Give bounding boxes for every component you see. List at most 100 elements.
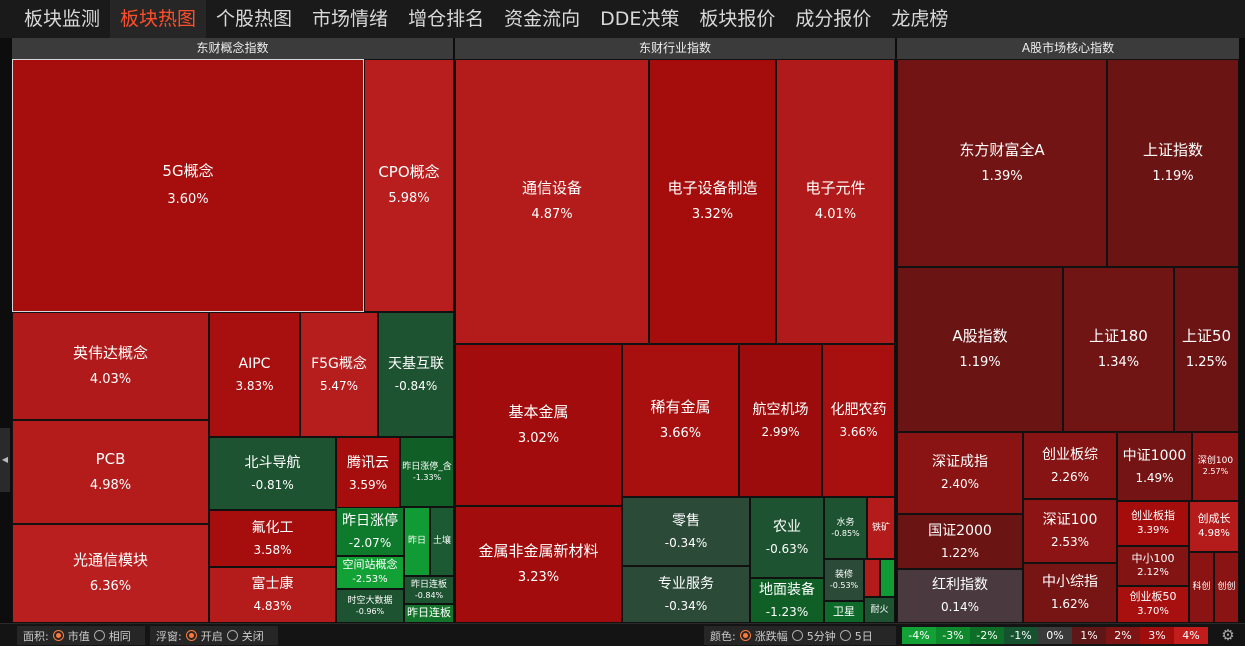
heatmap-tile[interactable]: [864, 559, 880, 597]
tab-position-ranking[interactable]: 增仓排名: [408, 8, 485, 30]
color-change-label[interactable]: 涨跌幅: [754, 629, 788, 643]
heatmap-tile[interactable]: [880, 559, 895, 597]
heatmap-tile[interactable]: 时空大数据 -0.96%: [336, 589, 404, 623]
heatmap-tile[interactable]: 国证2000 1.22%: [897, 514, 1023, 569]
area-equal-label[interactable]: 相同: [108, 629, 131, 643]
float-on-label[interactable]: 开启: [200, 629, 223, 643]
tile-change: 3.83%: [235, 378, 274, 393]
tile-change: 2.99%: [761, 424, 800, 439]
heatmap-tile[interactable]: F5G概念 5.47%: [300, 312, 378, 437]
area-marketcap-radio[interactable]: [52, 630, 64, 641]
legend-swatch: 2%: [1106, 627, 1140, 644]
heatmap-tile[interactable]: 创业板综 2.26%: [1023, 432, 1117, 499]
tile-name: 化肥农药: [830, 401, 887, 418]
color-5min-radio[interactable]: [791, 630, 803, 641]
heatmap-tile[interactable]: 航空机场 2.99%: [739, 344, 822, 497]
heatmap-tile[interactable]: 装修 -0.53%: [824, 559, 864, 601]
heatmap-tile[interactable]: 昨日涨停 -2.07%: [336, 507, 404, 556]
heatmap-tile[interactable]: 昨日: [404, 507, 430, 576]
color-5day-radio[interactable]: [839, 630, 851, 641]
tile-change: 3.66%: [839, 424, 878, 439]
collapse-arrow-icon[interactable]: ◀: [0, 428, 10, 492]
color-change-radio[interactable]: [739, 630, 751, 641]
heatmap-tile[interactable]: PCB 4.98%: [12, 420, 209, 524]
heatmap-tile[interactable]: 创业板指 3.39%: [1117, 501, 1189, 546]
heatmap-tile[interactable]: 地面装备 -1.23%: [750, 578, 824, 623]
heatmap-tile[interactable]: 昨日连板: [404, 604, 454, 623]
color-5min-label[interactable]: 5分钟: [806, 629, 836, 643]
heatmap-tile[interactable]: A股指数 1.19%: [897, 267, 1063, 432]
heatmap-tile[interactable]: 化肥农药 3.66%: [822, 344, 895, 497]
heatmap-tile[interactable]: 红利指数 0.14%: [897, 569, 1023, 623]
tab-dde-decision[interactable]: DDE决策: [600, 8, 680, 30]
heatmap-tile[interactable]: 英伟达概念 4.03%: [12, 312, 209, 420]
tab-component-quote[interactable]: 成分报价: [795, 8, 872, 30]
heatmap-tile[interactable]: 通信设备 4.87%: [455, 59, 649, 344]
heatmap-tile[interactable]: CPO概念 5.98%: [364, 59, 454, 312]
heatmap-tile[interactable]: 基本金属 3.02%: [455, 344, 622, 506]
heatmap-tile[interactable]: 深创100 2.57%: [1192, 432, 1239, 501]
heatmap-tile[interactable]: 电子元件 4.01%: [776, 59, 895, 344]
tile-name: 专业服务: [658, 575, 714, 592]
heatmap-tile[interactable]: 卫星: [824, 601, 864, 623]
tab-sector-heatmap[interactable]: 板块热图: [110, 0, 207, 38]
heatmap-tile[interactable]: 中小综指 1.62%: [1023, 563, 1117, 623]
area-marketcap-label[interactable]: 市值: [67, 629, 90, 643]
gear-icon[interactable]: ⚙: [1221, 626, 1235, 644]
heatmap-tile[interactable]: 上证180 1.34%: [1063, 267, 1174, 432]
heatmap-tile[interactable]: 电子设备制造 3.32%: [649, 59, 776, 344]
tile-change: 3.70%: [1137, 605, 1169, 617]
heatmap-tile[interactable]: 东方财富全A 1.39%: [897, 59, 1107, 267]
float-off-radio[interactable]: [226, 630, 238, 641]
color-5day-label[interactable]: 5日: [854, 629, 873, 643]
heatmap-tile[interactable]: 氟化工 3.58%: [209, 510, 336, 567]
heatmap-tile[interactable]: 中证1000 1.49%: [1117, 432, 1192, 501]
tile-change: 4.98%: [1198, 527, 1230, 539]
heatmap-tile[interactable]: 天基互联 -0.84%: [378, 312, 454, 437]
heatmap-tile[interactable]: 金属非金属新材料 3.23%: [455, 506, 622, 623]
float-off-label[interactable]: 关闭: [241, 629, 264, 643]
color-option-group: 颜色: 涨跌幅 5分钟 5日: [704, 626, 896, 645]
tile-name: 富士康: [251, 576, 294, 593]
heatmap-tile[interactable]: 专业服务 -0.34%: [622, 566, 750, 623]
heatmap-tile[interactable]: 上证指数 1.19%: [1107, 59, 1239, 267]
tile-name: A股指数: [952, 327, 1008, 346]
heatmap-tile[interactable]: 昨日涨停_含 -1.33%: [400, 437, 454, 507]
tile-name: PCB: [95, 449, 126, 468]
heatmap-tile[interactable]: 铁矿: [867, 497, 895, 559]
heatmap-tile[interactable]: AIPC 3.83%: [209, 312, 300, 437]
tab-sector-monitor[interactable]: 板块监测: [24, 8, 101, 30]
tab-sector-quote[interactable]: 板块报价: [699, 8, 776, 30]
heatmap-tile[interactable]: 中小100 2.12%: [1117, 546, 1189, 586]
tab-capital-flow[interactable]: 资金流向: [504, 8, 581, 30]
heatmap-tile[interactable]: 北斗导航 -0.81%: [209, 437, 336, 510]
heatmap-tile[interactable]: 光通信模块 6.36%: [12, 524, 209, 623]
heatmap-tile[interactable]: 创创: [1214, 552, 1239, 623]
heatmap-tile[interactable]: 稀有金属 3.66%: [622, 344, 739, 497]
heatmap-tile[interactable]: 农业 -0.63%: [750, 497, 824, 578]
heatmap-tile[interactable]: 昨日连板 -0.84%: [404, 576, 454, 604]
heatmap-tile[interactable]: 腾讯云 3.59%: [336, 437, 400, 510]
heatmap-tile[interactable]: 零售 -0.34%: [622, 497, 750, 566]
heatmap-tile[interactable]: 土壤: [430, 507, 454, 576]
tile-name: 深创100: [1197, 456, 1234, 467]
heatmap-tile[interactable]: 空间站概念 -2.53%: [336, 556, 404, 589]
heatmap-tile[interactable]: 创业板50 3.70%: [1117, 586, 1189, 623]
tile-name: 5G概念: [162, 162, 214, 181]
area-equal-radio[interactable]: [93, 630, 105, 641]
float-on-radio[interactable]: [185, 630, 197, 641]
heatmap-tile[interactable]: 深证成指 2.40%: [897, 432, 1023, 514]
heatmap-tile[interactable]: 5G概念 3.60%: [12, 59, 364, 312]
tab-stock-heatmap[interactable]: 个股热图: [216, 8, 293, 30]
heatmap-tile[interactable]: 科创: [1189, 552, 1214, 623]
heatmap-tile[interactable]: 上证50 1.25%: [1174, 267, 1239, 432]
heatmap-tile[interactable]: 创成长 4.98%: [1189, 501, 1239, 552]
tile-change: 3.59%: [348, 477, 388, 492]
tab-market-sentiment[interactable]: 市场情绪: [312, 8, 389, 30]
heatmap-tile[interactable]: 耐火: [864, 597, 895, 623]
tab-dragon-tiger[interactable]: 龙虎榜: [891, 8, 949, 30]
tile-name: F5G概念: [311, 355, 367, 372]
heatmap-tile[interactable]: 富士康 4.83%: [209, 567, 336, 623]
heatmap-tile[interactable]: 水务 -0.85%: [824, 497, 867, 559]
heatmap-tile[interactable]: 深证100 2.53%: [1023, 499, 1117, 563]
